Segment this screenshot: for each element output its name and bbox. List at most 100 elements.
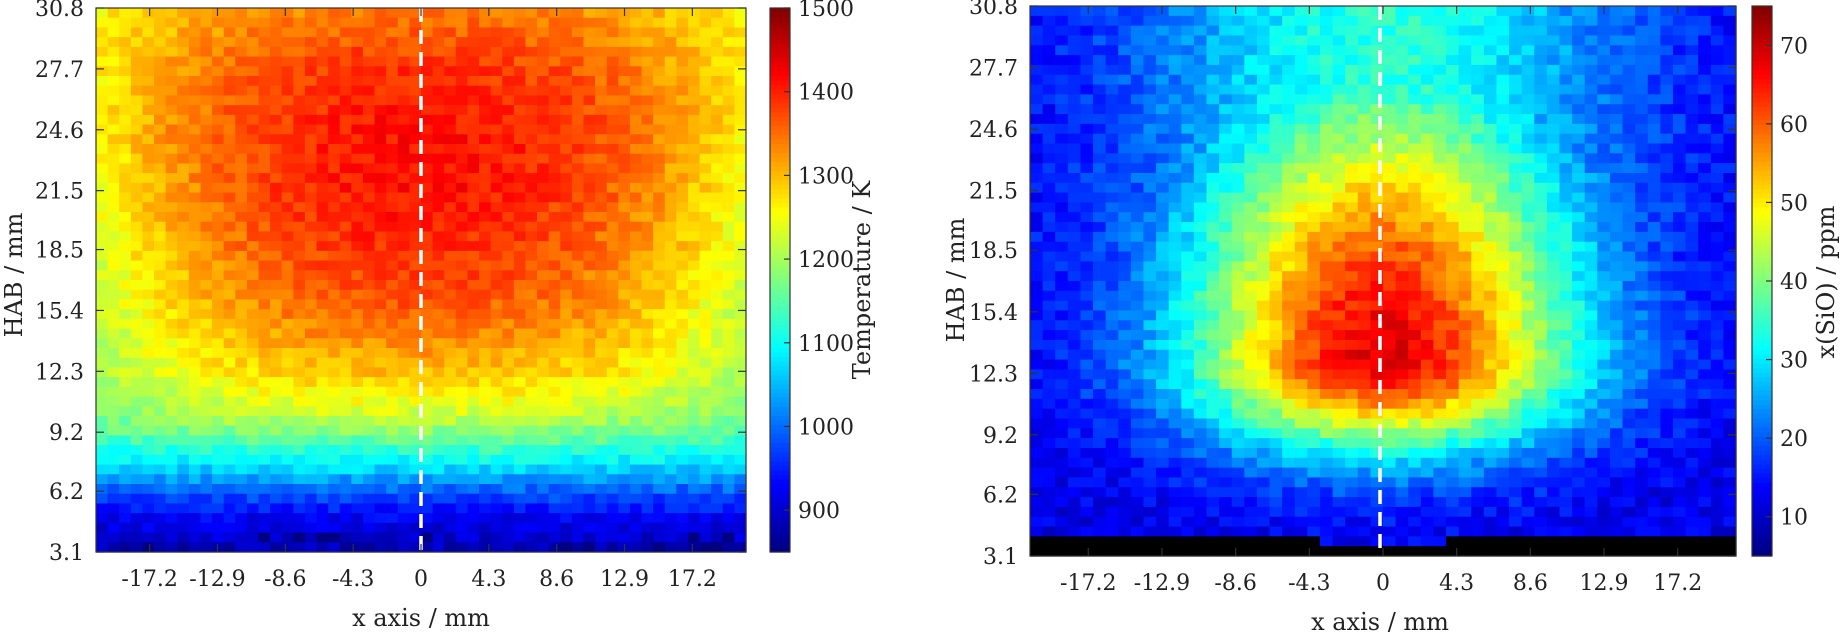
heatmap-cell bbox=[1685, 172, 1699, 184]
heatmap-cell bbox=[270, 173, 283, 184]
heatmap-cell bbox=[467, 173, 480, 184]
colorbar-segment bbox=[770, 289, 790, 295]
heatmap-cell bbox=[1408, 133, 1422, 145]
heatmap-cell bbox=[455, 173, 469, 184]
heatmap-cell bbox=[479, 114, 492, 126]
heatmap-cell bbox=[606, 464, 619, 475]
heatmap-cell bbox=[490, 328, 503, 339]
heatmap-cell bbox=[1584, 25, 1598, 37]
heatmap-cell bbox=[1231, 25, 1245, 37]
heatmap-cell bbox=[444, 182, 457, 194]
heatmap-cell bbox=[1408, 251, 1422, 262]
heatmap-cell bbox=[1244, 290, 1258, 302]
heatmap-cell bbox=[1345, 94, 1359, 105]
heatmap-cell bbox=[1672, 241, 1687, 253]
heatmap-cell bbox=[467, 27, 480, 38]
heatmap-cell bbox=[432, 474, 445, 485]
heatmap-cell bbox=[1193, 192, 1208, 204]
heatmap-cell bbox=[165, 144, 178, 155]
heatmap-cell bbox=[258, 260, 271, 271]
heatmap-cell bbox=[618, 396, 631, 407]
heatmap-cell bbox=[1055, 15, 1069, 27]
heatmap-cell bbox=[583, 318, 596, 330]
heatmap-cell bbox=[699, 105, 712, 116]
heatmap-cell bbox=[432, 134, 445, 145]
heatmap-cell bbox=[1584, 123, 1598, 135]
heatmap-cell bbox=[200, 454, 213, 466]
heatmap-cell bbox=[1319, 261, 1334, 272]
heatmap-cell bbox=[328, 202, 341, 213]
heatmap-cell bbox=[432, 377, 445, 388]
heatmap-cell bbox=[235, 348, 248, 359]
heatmap-cell bbox=[571, 435, 585, 446]
heatmap-cell bbox=[525, 153, 538, 165]
heatmap-cell bbox=[328, 318, 341, 330]
heatmap-cell bbox=[1370, 15, 1384, 27]
heatmap-cell bbox=[270, 522, 283, 534]
heatmap-cell bbox=[397, 493, 410, 505]
heatmap-cell bbox=[629, 163, 643, 174]
heatmap-cell bbox=[409, 445, 422, 456]
heatmap-cell bbox=[711, 309, 724, 320]
x-tick-label: -17.2 bbox=[121, 567, 177, 592]
heatmap-cell bbox=[304, 124, 318, 135]
heatmap-cell bbox=[409, 299, 422, 310]
heatmap-cell bbox=[1181, 290, 1195, 302]
heatmap-cell bbox=[595, 522, 608, 534]
heatmap-cell bbox=[722, 464, 735, 475]
heatmap-cell bbox=[177, 192, 190, 203]
heatmap-cell bbox=[165, 484, 178, 495]
heatmap-cell bbox=[270, 357, 283, 369]
heatmap-cell bbox=[537, 416, 550, 427]
colorbar-segment bbox=[770, 388, 790, 394]
heatmap-cell bbox=[421, 445, 434, 456]
heatmap-cell bbox=[537, 396, 550, 407]
heatmap-cell bbox=[119, 357, 132, 369]
heatmap-cell bbox=[1622, 281, 1636, 292]
heatmap-cell bbox=[119, 27, 132, 38]
heatmap-cell bbox=[455, 250, 469, 262]
heatmap-cell bbox=[212, 299, 225, 310]
heatmap-cell bbox=[618, 532, 631, 543]
heatmap-cell bbox=[653, 445, 666, 456]
heatmap-cell bbox=[455, 231, 469, 242]
heatmap-cell bbox=[270, 182, 283, 194]
heatmap-cell bbox=[1546, 202, 1561, 213]
heatmap-cell bbox=[258, 8, 271, 19]
heatmap-cell bbox=[513, 280, 527, 291]
heatmap-cell bbox=[1458, 64, 1472, 76]
heatmap-cell bbox=[571, 76, 585, 87]
heatmap-cell bbox=[1395, 251, 1409, 262]
heatmap-cell bbox=[339, 241, 352, 252]
heatmap-cell bbox=[386, 513, 399, 524]
colorbar-segment bbox=[770, 261, 790, 267]
heatmap-cell bbox=[142, 76, 155, 87]
heatmap-cell bbox=[304, 182, 318, 194]
heatmap-cell bbox=[734, 163, 747, 174]
colorbar-segment bbox=[770, 116, 790, 122]
heatmap-cell bbox=[1256, 84, 1271, 95]
heatmap-cell bbox=[1143, 163, 1157, 174]
heatmap-cell bbox=[525, 445, 538, 456]
heatmap-cell bbox=[223, 212, 236, 223]
heatmap-cell bbox=[1635, 45, 1649, 56]
heatmap-cell bbox=[618, 338, 631, 349]
heatmap-cell bbox=[490, 231, 503, 242]
heatmap-cell bbox=[629, 416, 643, 427]
heatmap-cell bbox=[270, 66, 283, 77]
heatmap-cell bbox=[130, 66, 144, 77]
heatmap-cell bbox=[1130, 231, 1145, 243]
colorbar-segment bbox=[770, 438, 790, 444]
heatmap-cell bbox=[1370, 114, 1384, 125]
heatmap-cell bbox=[154, 85, 167, 97]
heatmap-cell bbox=[96, 367, 109, 378]
heatmap-cell bbox=[1357, 251, 1371, 262]
heatmap-cell bbox=[571, 503, 585, 514]
heatmap-cell bbox=[583, 212, 596, 223]
heatmap-cell bbox=[1181, 212, 1195, 223]
heatmap-cell bbox=[107, 85, 120, 97]
heatmap-cell bbox=[537, 163, 550, 174]
heatmap-cell bbox=[641, 95, 654, 106]
heatmap-cell bbox=[293, 114, 306, 126]
heatmap-cell bbox=[1698, 261, 1712, 272]
